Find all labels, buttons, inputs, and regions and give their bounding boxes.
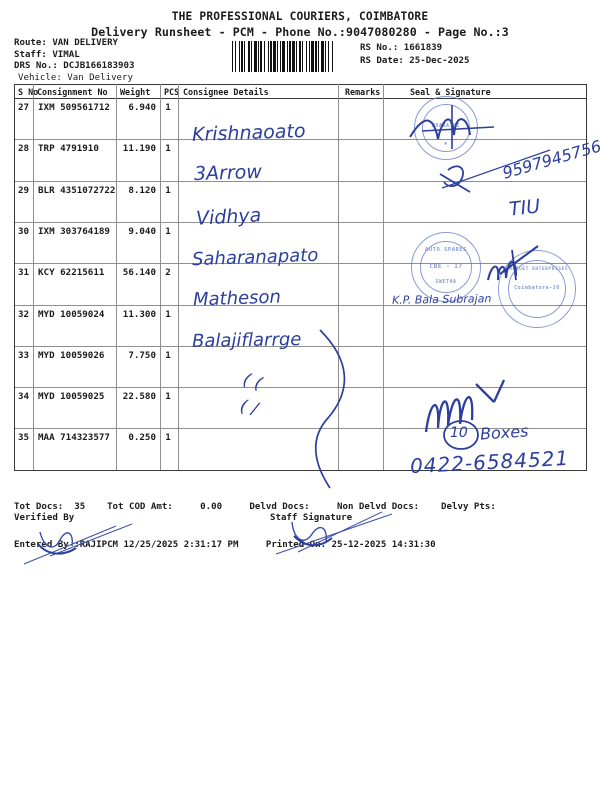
- cell-sno: 35: [18, 432, 30, 444]
- runsheet-table: S No Consignment No Weight PCS Consignee…: [14, 84, 587, 471]
- cell-sno: 30: [18, 225, 30, 237]
- cell-sno: 33: [18, 349, 30, 361]
- cell-weight: 11.190: [122, 143, 156, 155]
- col-header-sno: S No: [18, 87, 39, 97]
- cell-weight: 11.300: [122, 308, 156, 320]
- verified-by-label: Verified By: [14, 513, 75, 523]
- col-header-consignee: Consignee Details: [183, 87, 269, 97]
- col-header-pcs: PCS: [164, 87, 180, 97]
- table-rule: [14, 98, 587, 99]
- staff-signature-label: Staff Signature: [270, 513, 353, 523]
- cell-consignment-no: MYD 10059024: [38, 308, 105, 320]
- table-border: [586, 84, 587, 470]
- cell-weight: 9.040: [128, 225, 156, 237]
- col-header-remarks: Remarks: [345, 87, 381, 97]
- cell-consignment-no: BLR 4351072722: [38, 184, 116, 196]
- cell-sno: 29: [18, 184, 30, 196]
- cell-consignment-no: MYD 10059026: [38, 349, 105, 361]
- table-column-rule: [116, 84, 117, 470]
- document-subtitle: Delivery Runsheet - PCM - Phone No.:9047…: [91, 25, 509, 39]
- cell-weight: 22.580: [122, 391, 156, 403]
- table-rule: [14, 387, 587, 389]
- cell-weight: 56.140: [122, 267, 156, 279]
- cell-weight: 8.120: [128, 184, 156, 196]
- table-rule: [14, 345, 587, 347]
- footer-totals-line: Tot Docs: 35 Tot COD Amt: 0.00 Delvd Doc…: [14, 502, 496, 512]
- cell-sno: 28: [18, 143, 30, 155]
- cell-weight: 7.750: [128, 349, 156, 361]
- barcode: [232, 41, 356, 72]
- cell-consignment-no: IXM 509561712: [38, 102, 110, 113]
- footer-block: Tot Docs: 35 Tot COD Amt: 0.00 Delvd Doc…: [14, 476, 496, 576]
- table-rule: [14, 304, 587, 306]
- col-header-weight: Weight: [120, 87, 151, 97]
- header-meta-right: RS No.: 1661839 RS Date: 25-Dec-2025: [360, 42, 470, 67]
- cell-pcs: 1: [165, 225, 171, 237]
- cell-weight: 0.250: [128, 432, 156, 444]
- cell-pcs: 1: [165, 143, 171, 155]
- cell-consignment-no: MAA 714323577: [38, 432, 110, 444]
- cell-pcs: 1: [165, 432, 171, 444]
- cell-pcs: 2: [165, 267, 171, 279]
- cell-sno: 27: [18, 102, 30, 113]
- rs-date-line: RS Date: 25-Dec-2025: [360, 55, 470, 66]
- cell-sno: 31: [18, 267, 30, 279]
- staff-line: Staff: VIMAL: [14, 49, 80, 60]
- company-title: THE PROFESSIONAL COURIERS, COIMBATORE: [171, 10, 429, 23]
- header-meta-left: Route: VAN DELIVERY Staff: VIMAL DRS No.…: [14, 38, 134, 84]
- cell-pcs: 1: [165, 184, 171, 196]
- col-header-seal: Seal & Signature: [410, 87, 491, 97]
- table-column-rule: [33, 84, 34, 470]
- table-rule: [14, 139, 587, 141]
- route-line: Route: VAN DELIVERY: [14, 38, 119, 48]
- cell-sno: 32: [18, 308, 30, 320]
- footer-entered-printed-line: Entered By :RAJIPCM 12/25/2025 2:31:17 P…: [14, 539, 436, 550]
- drs-no-line: DRS No.: DCJB166183903: [14, 61, 135, 72]
- col-header-consignment: Consignment No: [37, 87, 108, 97]
- cell-consignment-no: MYD 10059025: [38, 391, 105, 403]
- cell-pcs: 1: [165, 349, 171, 361]
- rs-no-line: RS No.: 1661839: [360, 43, 443, 53]
- cell-sno: 34: [18, 391, 30, 403]
- table-column-rule: [178, 84, 179, 470]
- cell-pcs: 1: [165, 102, 171, 113]
- cell-consignment-no: KCY 62215611: [38, 267, 105, 279]
- table-rule: [14, 180, 587, 182]
- table-column-rule: [338, 84, 339, 470]
- table-rule: [14, 469, 587, 471]
- cell-pcs: 1: [165, 308, 171, 320]
- cell-pcs: 1: [165, 391, 171, 403]
- table-rule: [14, 221, 587, 223]
- table-rule: [14, 263, 587, 265]
- table-column-rule: [383, 84, 384, 470]
- cell-consignment-no: TRP 4791910: [38, 143, 99, 155]
- table-border: [14, 84, 15, 470]
- table-rule: [14, 428, 587, 430]
- vehicle-line: Vehicle: Van Delivery: [18, 72, 133, 83]
- table-rule: [14, 84, 587, 85]
- cell-weight: 6.940: [128, 102, 156, 113]
- table-column-rule: [160, 84, 161, 470]
- cell-consignment-no: IXM 303764189: [38, 225, 110, 237]
